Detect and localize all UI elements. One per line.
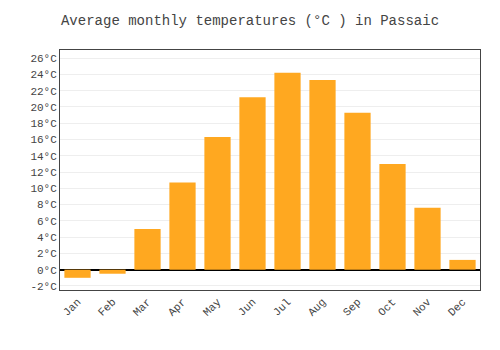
svg-text:Sep: Sep — [341, 296, 363, 318]
svg-text:Nov: Nov — [411, 296, 434, 319]
svg-text:24°C: 24°C — [30, 69, 57, 81]
svg-text:May: May — [201, 296, 224, 319]
svg-text:4°C: 4°C — [37, 232, 57, 244]
svg-text:26°C: 26°C — [30, 53, 57, 65]
svg-text:6°C: 6°C — [37, 216, 57, 228]
svg-text:0°C: 0°C — [37, 265, 57, 277]
svg-text:Mar: Mar — [131, 296, 153, 318]
svg-text:20°C: 20°C — [30, 102, 57, 114]
svg-text:Jan: Jan — [61, 296, 83, 318]
svg-text:Dec: Dec — [446, 296, 468, 318]
svg-text:2°C: 2°C — [37, 248, 57, 260]
svg-text:-2°C: -2°C — [30, 281, 57, 293]
svg-text:Feb: Feb — [96, 296, 118, 318]
svg-text:12°C: 12°C — [30, 167, 57, 179]
svg-text:Aug: Aug — [306, 296, 328, 318]
svg-text:16°C: 16°C — [30, 134, 57, 146]
svg-text:10°C: 10°C — [30, 183, 57, 195]
svg-text:14°C: 14°C — [30, 151, 57, 163]
svg-text:Jun: Jun — [236, 296, 258, 318]
svg-text:Oct: Oct — [376, 296, 398, 318]
svg-text:Apr: Apr — [166, 296, 188, 318]
svg-text:Average monthly temperatures (: Average monthly temperatures (°C ) in Pa… — [61, 13, 439, 29]
svg-text:Jul: Jul — [271, 296, 293, 318]
svg-text:18°C: 18°C — [30, 118, 57, 130]
svg-text:22°C: 22°C — [30, 86, 57, 98]
svg-text:8°C: 8°C — [37, 199, 57, 211]
